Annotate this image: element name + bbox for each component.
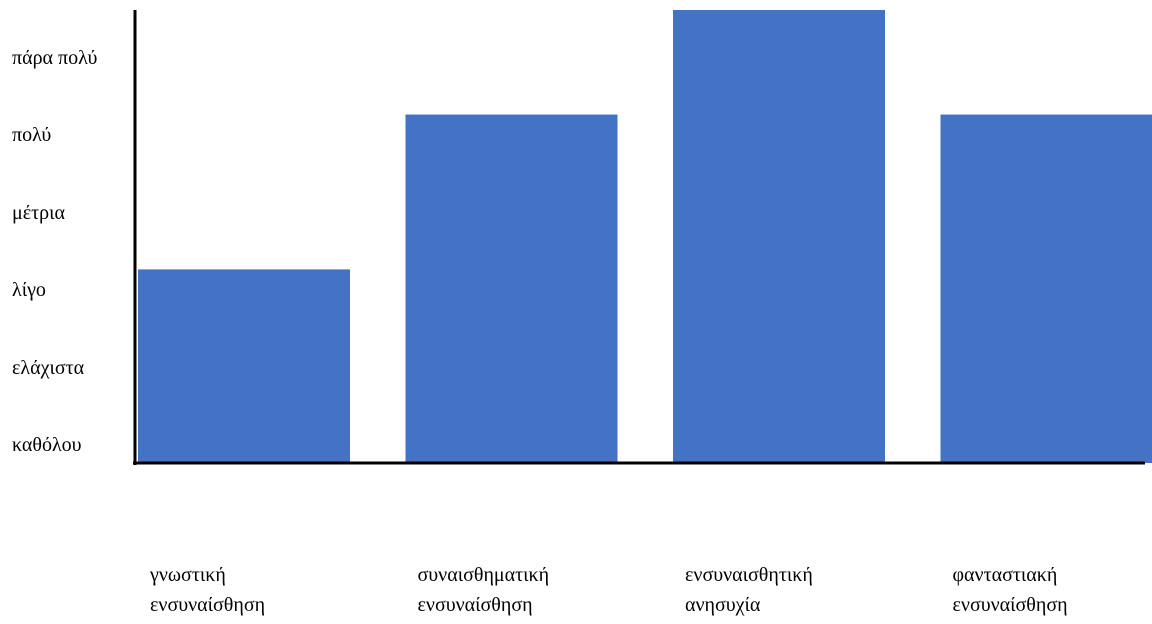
bar [138,269,350,463]
y-tick-label: πάρα πολύ [12,46,98,69]
bar [673,10,885,463]
x-tick-label: ενσυναισθητική ανησυχία [685,564,813,616]
y-tick-label: μέτρια [12,201,65,224]
x-tick-label: γνωστική ενσυναίσθηση [150,564,266,616]
y-tick-label: λίγο [12,279,46,302]
bar [940,114,1152,464]
y-tick-label: καθόλου [12,434,82,456]
y-tick-label: ελάχιστα [12,356,85,379]
x-tick-label: συναισθηματική ενσυναίσθηση [417,564,550,616]
bar [405,114,618,464]
y-tick-label: πολύ [12,124,52,147]
x-tick-label: φανταστιακή ενσυναίσθηση [952,564,1068,616]
